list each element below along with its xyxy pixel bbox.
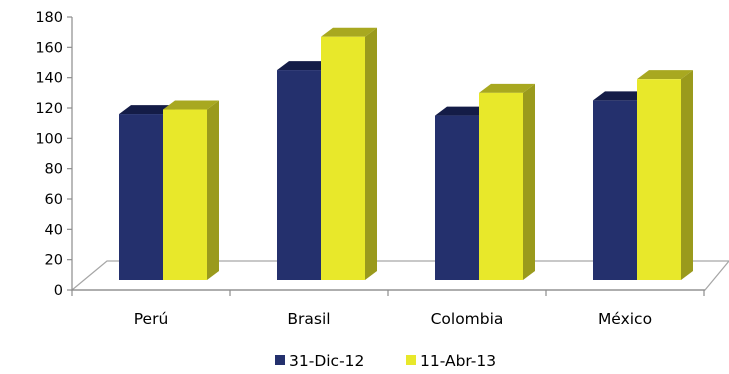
y-tick-label: 20 — [45, 253, 63, 269]
bar-top — [277, 61, 333, 71]
x-category-label: Perú — [134, 310, 169, 328]
bar-front — [479, 92, 523, 280]
bar-top — [479, 83, 535, 93]
legend-swatch — [406, 355, 416, 365]
bar-top — [163, 100, 219, 110]
y-tick-label: 60 — [45, 192, 63, 208]
chart-legend: 31-Dic-12 11-Abr-13 — [275, 352, 496, 370]
bar-front — [277, 70, 321, 280]
bar-side — [207, 100, 219, 281]
legend-swatch — [275, 355, 285, 365]
bar — [163, 100, 219, 281]
x-axis-category-labels: Perú Brasil Colombia México — [134, 310, 652, 328]
y-tick-label: 100 — [35, 131, 63, 147]
bar — [637, 70, 693, 280]
legend-label: 31-Dic-12 — [289, 352, 364, 370]
bar-front — [321, 36, 365, 280]
bar — [321, 27, 377, 280]
y-tick-label: 160 — [35, 40, 63, 56]
legend-label: 11-Abr-13 — [420, 352, 496, 370]
bar-top — [435, 106, 491, 116]
bar-front — [593, 100, 637, 281]
y-tick-label: 180 — [35, 10, 63, 26]
y-tick-label: 120 — [35, 101, 63, 117]
chart-axes — [67, 16, 705, 296]
bar-side — [681, 70, 693, 280]
x-category-label: Brasil — [287, 310, 330, 328]
bar-front — [163, 109, 207, 281]
bar-top — [321, 27, 377, 37]
bar-top — [593, 91, 649, 101]
x-category-label: México — [598, 310, 652, 328]
y-tick-label: 140 — [35, 71, 63, 87]
chart-bars — [119, 27, 693, 281]
bar-front — [119, 114, 163, 280]
x-category-label: Colombia — [431, 310, 504, 328]
bar-top — [637, 70, 693, 80]
bar-front — [637, 79, 681, 280]
bar — [479, 83, 535, 280]
bar-top — [119, 105, 175, 115]
y-tick-label: 40 — [45, 222, 63, 238]
bar-side — [523, 83, 535, 280]
bar-side — [365, 27, 377, 280]
bar-front — [435, 115, 479, 280]
y-tick-label: 0 — [54, 283, 63, 299]
y-axis-tick-labels: 0 20 40 60 80 100 120 140 160 180 — [35, 10, 63, 299]
y-tick-label: 80 — [45, 162, 63, 178]
